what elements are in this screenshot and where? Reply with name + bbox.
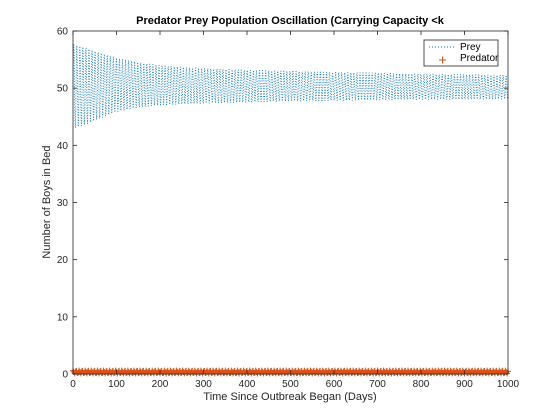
y-axis-label: Number of Boys in Bed — [41, 145, 53, 258]
x-tick-label: 600 — [326, 379, 343, 390]
x-axis-label: Time Since Outbreak Began (Days) — [203, 391, 376, 403]
x-tick-label: 0 — [70, 379, 76, 390]
legend-predator-marker — [439, 56, 446, 64]
x-tick-label: 500 — [282, 379, 299, 390]
x-tick-label: 300 — [195, 379, 212, 390]
x-tick-label: 100 — [108, 379, 125, 390]
legend: Prey Predator — [423, 39, 499, 67]
series-layer — [70, 44, 511, 377]
x-tick-label: 800 — [413, 379, 430, 390]
y-tick-label: 10 — [57, 312, 69, 323]
y-tick-label: 40 — [57, 141, 69, 152]
legend-prey-label: Prey — [460, 42, 481, 53]
legend-predator-label: Predator — [460, 53, 499, 64]
x-tick-label: 200 — [152, 379, 169, 390]
x-tick-label: 700 — [369, 379, 386, 390]
prey-series-line — [72, 44, 509, 129]
y-tick-label: 50 — [57, 84, 69, 95]
tick-layer: 0 100 200 300 400 500 600 700 800 900 1000 0 10 20 30 4… — [57, 27, 520, 391]
y-tick-label: 0 — [62, 370, 68, 381]
x-tick-label: 400 — [239, 379, 256, 390]
legend-box — [423, 39, 499, 67]
x-tick-label: 1000 — [497, 379, 520, 390]
chart-title: Predator Prey Population Oscillation (Ca… — [136, 15, 445, 27]
y-tick-label: 60 — [57, 27, 69, 38]
x-tick-label: 900 — [456, 379, 473, 390]
y-tick-label: 20 — [57, 255, 69, 266]
predator-series — [70, 367, 511, 377]
y-tick-label: 30 — [57, 198, 69, 209]
